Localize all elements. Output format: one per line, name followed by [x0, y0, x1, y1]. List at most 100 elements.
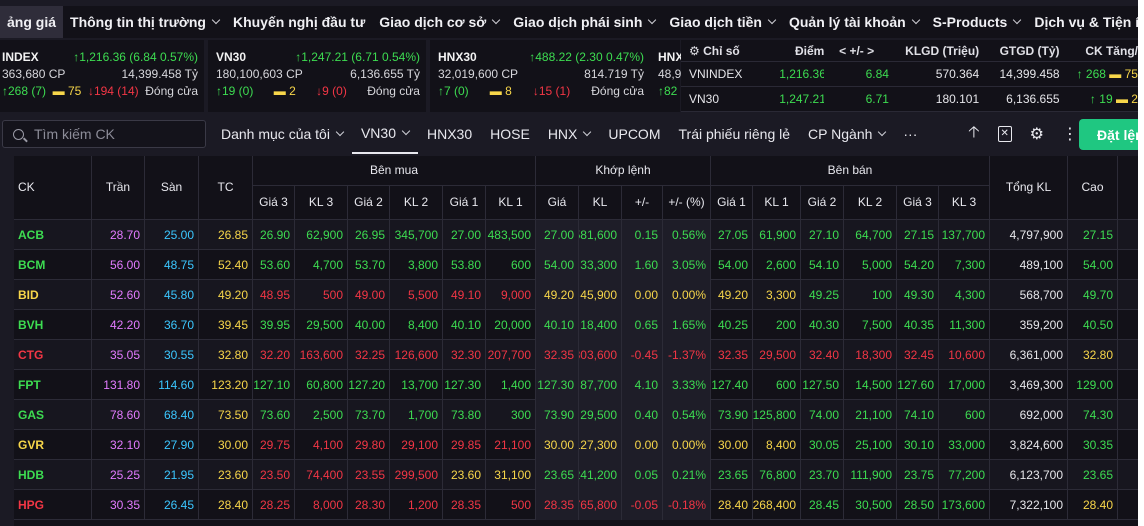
price-cell: -1.37%: [663, 340, 711, 370]
price-cell: 29,500: [579, 400, 622, 430]
price-cell: 11,300: [939, 310, 990, 340]
watchlist-tab[interactable]: HOSE: [481, 114, 539, 154]
watchlist-tab-label: UPCOM: [608, 126, 661, 142]
table-row[interactable]: BCM 56.00 48.75 52.40 53.60 4,700 53.70 3,800 53…: [14, 250, 1138, 280]
price-cell: 30.00: [711, 430, 753, 460]
column-header-high: Cao: [1068, 156, 1118, 220]
chevron-down-icon: [911, 15, 920, 25]
index-value: 6,136.655 Tỷ: [350, 66, 420, 81]
table-row[interactable]: CTG 35.05 30.55 32.80 32.20 163,600 32.25 126,6…: [14, 340, 1138, 370]
index-table-header[interactable]: ⚙ Chỉ số: [681, 44, 779, 58]
column-header-total-volume: Tổng KL: [990, 156, 1068, 220]
watchlist-tab[interactable]: UPCOM: [599, 114, 669, 154]
watchlist-tab[interactable]: VN30: [351, 114, 418, 154]
price-cell: 127.40: [711, 370, 753, 400]
price-cell: 76,800: [753, 460, 801, 490]
table-row[interactable]: GVR 32.10 27.90 30.00 29.75 4,100 29.80 29,100 2…: [14, 430, 1138, 460]
stock-symbol[interactable]: GVR: [14, 430, 92, 460]
index-table-header: GTGD (Tỷ): [999, 43, 1060, 58]
price-cell: 33,000: [939, 430, 990, 460]
price-cell: 26.45: [145, 490, 199, 520]
price-cell: 3.33%: [663, 370, 711, 400]
price-cell: 56.00: [92, 250, 145, 280]
price-cell: 32.25: [348, 340, 390, 370]
nav-item[interactable]: Giao dịch tiền: [662, 6, 782, 38]
watchlist-tab[interactable]: HNX: [539, 114, 600, 154]
index-card[interactable]: VN30 ↑1,247.21 (6.71 0.54%) 180,100,603 CP…: [208, 40, 426, 112]
index-table-header[interactable]: < +/- >: [839, 43, 875, 58]
nav-item-label: Dịch vụ & Tiện ích: [1034, 14, 1138, 30]
nav-item[interactable]: Giao dịch phái sinh: [506, 6, 662, 38]
price-cell: 29.85: [443, 430, 486, 460]
table-row[interactable]: BID 52.60 45.80 49.20 48.95 500 49.00 5,500 49.1…: [14, 280, 1138, 310]
index-card[interactable]: HNX30 ↑488.22 (2.30 0.47%) 32,019,600 CP 81…: [430, 40, 650, 112]
arrow-up-icon: ↑: [216, 83, 222, 98]
watchlist-tab[interactable]: Danh mục của tôi: [212, 114, 352, 154]
table-row[interactable]: FPT 131.80 114.60 123.20 127.10 60,800 127.20 1…: [14, 370, 1138, 400]
index-table-cell: 570.364: [935, 67, 980, 81]
watchlist-tab[interactable]: ···: [894, 114, 926, 154]
nav-item[interactable]: Dịch vụ & Tiện ích: [1027, 6, 1138, 38]
nav-item[interactable]: S-Products: [926, 6, 1028, 38]
table-row[interactable]: ACB 28.70 25.00 26.85 26.90 62,900 26.95 345,70…: [14, 220, 1138, 250]
price-cell: 23.65: [711, 460, 753, 490]
price-cell: 17,000: [939, 370, 990, 400]
nav-item[interactable]: Giao dịch cơ sở: [372, 6, 506, 38]
stock-symbol[interactable]: HDB: [14, 460, 92, 490]
price-cell: 48.95: [253, 280, 295, 310]
index-table-row[interactable]: VN30 1,247.21 6.71 180.101 6,136.655 ↑ 19 ▬ 2: [681, 87, 1138, 112]
index-table-row[interactable]: VNINDEX 1,216.36 6.84 570.364 14,399.458 ↑ 26…: [681, 62, 1138, 87]
gear-icon[interactable]: ⚙: [1029, 126, 1044, 143]
index-value: 814.719 Tỷ: [584, 66, 644, 81]
arrow-up-icon[interactable]: 🡡: [968, 123, 980, 141]
price-cell: 30.00: [199, 430, 253, 460]
nav-item[interactable]: Thông tin thị trường: [63, 6, 226, 38]
price-cell: 74,400: [295, 460, 348, 490]
watchlist-tab[interactable]: HNX30: [418, 114, 481, 154]
stock-symbol[interactable]: BID: [14, 280, 92, 310]
index-card[interactable]: HNX 48,9 ↑82: [650, 40, 683, 112]
stock-symbol[interactable]: CTG: [14, 340, 92, 370]
watchlist-tab[interactable]: Trái phiếu riêng lẻ: [670, 114, 800, 154]
arrow-up-icon: ↑: [73, 49, 80, 64]
index-table-cell: 180.101: [935, 92, 980, 106]
price-cell: 23.60: [199, 460, 253, 490]
price-cell: 23.60: [443, 460, 486, 490]
stock-symbol[interactable]: ACB: [14, 220, 92, 250]
nav-item[interactable]: ảng giá: [0, 6, 64, 38]
nav-item[interactable]: Quản lý tài khoản: [782, 6, 926, 38]
price-cell: 28.35: [443, 490, 486, 520]
table-row[interactable]: BVH 42.20 36.70 39.45 39.95 29,500 40.00 8,400 4…: [14, 310, 1138, 340]
index-table-header: Điểm: [794, 43, 825, 58]
watchlist-tab-label: CP Ngành: [808, 126, 873, 142]
index-value: 14,399.458 Tỷ: [121, 66, 198, 81]
market-status: Đóng cửa: [367, 83, 420, 98]
search-input[interactable]: Tìm kiếm CK: [2, 120, 206, 148]
table-row[interactable]: HPG 30.35 26.45 28.40 28.25 8,000 28.30 1,200 28…: [14, 490, 1138, 520]
price-cell: 49.30: [897, 280, 939, 310]
place-order-button[interactable]: Đặt lện: [1079, 119, 1138, 150]
price-cell: 129.00: [1068, 370, 1118, 400]
more-vertical-icon[interactable]: ⋮: [1062, 126, 1078, 143]
price-cell: 100: [844, 280, 897, 310]
stock-symbol[interactable]: GAS: [14, 400, 92, 430]
watchlist-tab[interactable]: CP Ngành: [799, 114, 894, 154]
chevron-down-icon: [211, 15, 221, 25]
table-row[interactable]: GAS 78.60 68.40 73.50 73.60 2,500 73.70 1,700 73…: [14, 400, 1138, 430]
price-cell: 23.70: [801, 460, 844, 490]
stock-symbol[interactable]: HPG: [14, 490, 92, 520]
unchanged-count: ▬ 2: [1112, 92, 1138, 106]
stock-symbol[interactable]: BCM: [14, 250, 92, 280]
stock-symbol[interactable]: FPT: [14, 370, 92, 400]
price-cell: 49.70: [1068, 280, 1118, 310]
excel-export-icon[interactable]: ✕: [997, 126, 1012, 142]
stock-symbol[interactable]: BVH: [14, 310, 92, 340]
index-card[interactable]: INDEX ↑1,216.36 (6.84 0.57%) 363,680 CP 14,…: [0, 40, 204, 112]
chevron-down-icon: [1013, 15, 1022, 25]
index-volume: 32,019,600 CP: [438, 66, 519, 81]
unchanged-count: 75: [67, 83, 82, 98]
table-row[interactable]: HDB 25.25 21.95 23.60 23.50 74,400 23.55 299,50…: [14, 460, 1138, 490]
gear-icon[interactable]: ⚙: [689, 43, 704, 58]
nav-item[interactable]: Khuyến nghị đầu tư: [226, 6, 372, 38]
price-cell: 127.60: [897, 370, 939, 400]
